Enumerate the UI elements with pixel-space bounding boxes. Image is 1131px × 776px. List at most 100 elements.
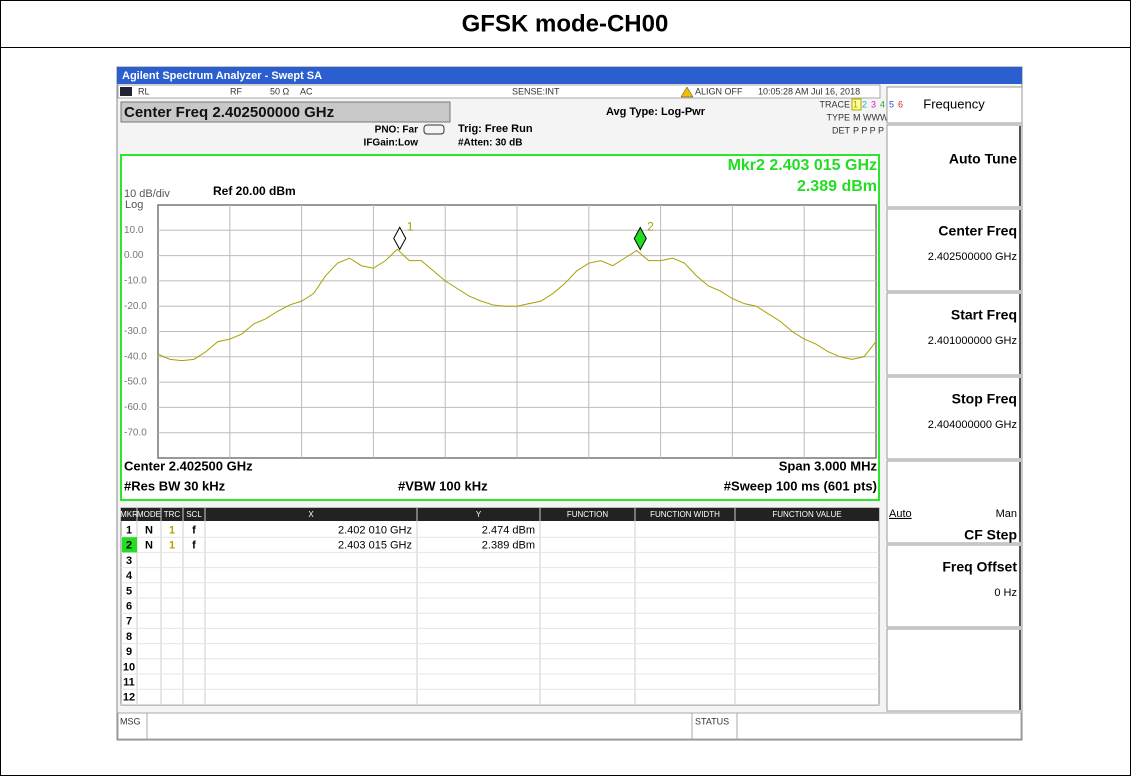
table-cell: 2 bbox=[126, 540, 132, 552]
type-label: TYPE bbox=[826, 112, 850, 122]
trace-digit: 3 bbox=[871, 99, 876, 109]
table-cell: 10 bbox=[123, 661, 135, 673]
y-tick-label: 0.00 bbox=[124, 250, 144, 261]
table-cell: 7 bbox=[126, 616, 132, 628]
table-cell: 5 bbox=[126, 585, 132, 597]
status-align: ALIGN OFF bbox=[695, 86, 743, 96]
y-tick-label: -70.0 bbox=[124, 427, 147, 438]
table-cell: N bbox=[145, 540, 153, 552]
lxi-logo bbox=[120, 87, 132, 96]
det-label: DET bbox=[832, 125, 851, 135]
scale: 10 dB/div bbox=[124, 188, 170, 200]
status-datetime: 10:05:28 AM Jul 16, 2018 bbox=[758, 86, 860, 96]
scale-type: Log bbox=[125, 199, 143, 211]
rbw: #Res BW 30 kHz bbox=[124, 478, 226, 493]
table-header-cell: X bbox=[308, 510, 314, 519]
trace-digit: 5 bbox=[889, 99, 894, 109]
softkey-label: Start Freq bbox=[951, 307, 1017, 323]
ref-level: Ref 20.00 dBm bbox=[213, 184, 296, 198]
table-cell: 3 bbox=[126, 555, 132, 567]
trace bbox=[157, 248, 877, 362]
table-header-cell: SCL bbox=[186, 510, 202, 519]
table-cell: 2.389 dBm bbox=[482, 540, 535, 552]
det-values: P P P P P P bbox=[853, 125, 901, 135]
y-tick-label: 10.0 bbox=[124, 225, 144, 236]
pno: PNO: Far bbox=[375, 125, 418, 136]
table-cell: 1 bbox=[169, 525, 175, 537]
ifgain: IFGain:Low bbox=[364, 138, 419, 149]
marker bbox=[393, 226, 407, 251]
trace-digit: 6 bbox=[898, 99, 903, 109]
table-cell: 2.474 dBm bbox=[482, 525, 535, 537]
trace-digit: 1 bbox=[853, 99, 858, 109]
center-freq-box bbox=[120, 101, 451, 123]
marker bbox=[633, 226, 647, 251]
softkey-label: Center Freq bbox=[938, 223, 1017, 239]
status-rl: RL bbox=[138, 86, 150, 96]
softkey-option: Auto bbox=[889, 508, 912, 520]
trace-digit: 2 bbox=[862, 99, 867, 109]
softkey-value: 0 Hz bbox=[994, 587, 1017, 599]
trig-icon bbox=[423, 124, 445, 135]
trace-digit-box bbox=[851, 98, 862, 111]
softkey bbox=[886, 628, 1023, 712]
table-cell: 9 bbox=[126, 646, 132, 658]
msg-label: MSG bbox=[120, 716, 141, 726]
menu-title-box bbox=[886, 86, 1023, 124]
table-cell: 2.403 015 GHz bbox=[338, 540, 412, 552]
window-title: Agilent Spectrum Analyzer - Swept SA bbox=[122, 70, 322, 82]
table-cell: 11 bbox=[123, 677, 135, 689]
table-header-cell: MODE bbox=[137, 510, 161, 519]
table-cell: f bbox=[192, 525, 196, 537]
marker-label: 1 bbox=[407, 220, 414, 234]
table-cell: 1 bbox=[169, 540, 175, 552]
table-cell: 1 bbox=[126, 525, 132, 537]
softkey bbox=[886, 544, 1023, 628]
y-tick-label: -60.0 bbox=[124, 402, 147, 413]
y-tick-label: -50.0 bbox=[124, 377, 147, 388]
table-cell: 12 bbox=[123, 692, 135, 704]
type-values: M WWWWW bbox=[853, 112, 906, 122]
trace-label: TRACE bbox=[819, 99, 850, 109]
trig: Trig: Free Run bbox=[458, 123, 533, 135]
table-header-cell: FUNCTION bbox=[567, 510, 609, 519]
marker-readout: Mkr2 2.403 015 GHz bbox=[728, 157, 877, 174]
softkey bbox=[886, 292, 1023, 376]
table-header bbox=[121, 508, 879, 521]
softkey-label: Freq Offset bbox=[942, 559, 1017, 575]
table-header-cell: FUNCTION WIDTH bbox=[650, 510, 720, 519]
selected-row-marker bbox=[122, 537, 137, 553]
marker-table bbox=[120, 507, 880, 706]
marker-label: 2 bbox=[647, 220, 654, 234]
table-cell: N bbox=[145, 525, 153, 537]
softkey bbox=[886, 208, 1023, 292]
softkey bbox=[886, 124, 1023, 208]
table-header-cell: MKR bbox=[120, 510, 138, 519]
table-cell: 6 bbox=[126, 601, 132, 613]
y-tick-label: -30.0 bbox=[124, 326, 147, 337]
softkey-label: CF Step bbox=[964, 527, 1017, 543]
status-label: STATUS bbox=[695, 716, 729, 726]
table-cell: 4 bbox=[126, 570, 133, 582]
softkey-value: 2.402500000 GHz bbox=[928, 251, 1017, 263]
marker-readout: 2.389 dBm bbox=[797, 178, 877, 195]
softkey-option: Man bbox=[996, 508, 1017, 520]
table-header-cell: FUNCTION VALUE bbox=[772, 510, 841, 519]
message-bar bbox=[117, 712, 1022, 740]
center: Center 2.402500 GHz bbox=[124, 458, 253, 473]
status-coupling: AC bbox=[300, 86, 313, 96]
atten: #Atten: 30 dB bbox=[458, 138, 522, 149]
sweep: #Sweep 100 ms (601 pts) bbox=[724, 478, 877, 493]
table-header-cell: Y bbox=[476, 510, 482, 519]
softkey-value: 2.401000000 GHz bbox=[928, 335, 1017, 347]
menu-title: Frequency bbox=[923, 96, 985, 111]
softkey-label: Auto Tune bbox=[949, 151, 1017, 167]
status-rf: RF bbox=[230, 86, 242, 96]
softkey-value: 2.404000000 GHz bbox=[928, 419, 1017, 431]
avg-type: Avg Type: Log-Pwr bbox=[606, 106, 706, 118]
status-impedance: 50 Ω bbox=[270, 86, 290, 96]
softkey bbox=[886, 376, 1023, 460]
y-tick-label: -40.0 bbox=[124, 351, 147, 362]
table-cell: 2.402 010 GHz bbox=[338, 525, 412, 537]
